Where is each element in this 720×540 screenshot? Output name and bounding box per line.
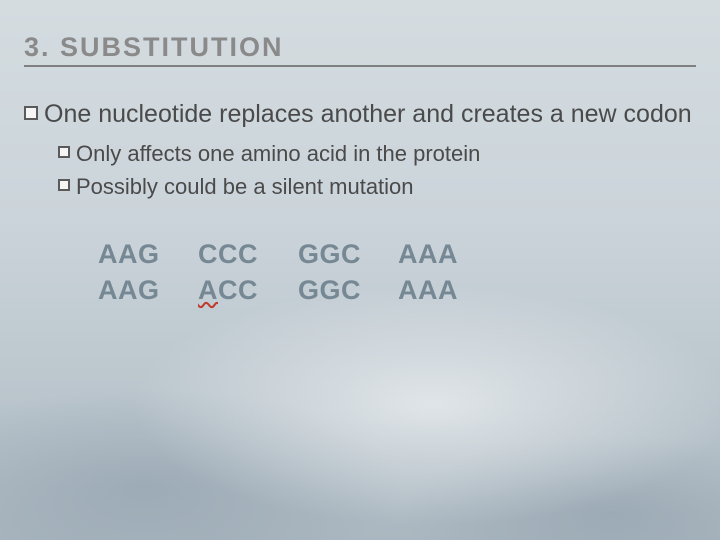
- codon-remainder: CC: [218, 275, 258, 305]
- mutated-nucleotide: A: [198, 275, 218, 305]
- slide: 3. SUBSTITUTION One nucleotide replaces …: [0, 0, 720, 540]
- bullet-main: One nucleotide replaces another and crea…: [24, 98, 696, 131]
- content-region: One nucleotide replaces another and crea…: [24, 98, 696, 309]
- codon-row-original: AAG CCC GGC AAA: [98, 236, 696, 272]
- bullet-sub-1: Only affects one amino acid in the prote…: [58, 139, 696, 169]
- codon: GGC: [298, 236, 398, 272]
- codon-block: AAG CCC GGC AAA AAG ACC GGC AAA: [98, 236, 696, 309]
- codon: AAG: [98, 272, 198, 308]
- title-underline: [24, 65, 696, 67]
- bullet-main-text: One nucleotide replaces another and crea…: [44, 98, 696, 131]
- codon: AAA: [398, 272, 498, 308]
- codon: AAG: [98, 236, 198, 272]
- square-bullet-icon: [58, 146, 70, 158]
- codon: GGC: [298, 272, 398, 308]
- codon: AAA: [398, 236, 498, 272]
- codon-row-mutated: AAG ACC GGC AAA: [98, 272, 696, 308]
- codon: CCC: [198, 236, 298, 272]
- bullet-sub-1-text: Only affects one amino acid in the prote…: [76, 139, 696, 169]
- slide-title: 3. SUBSTITUTION: [24, 32, 696, 65]
- codon-mutated: ACC: [198, 272, 298, 308]
- title-region: 3. SUBSTITUTION: [24, 32, 696, 67]
- square-bullet-icon: [24, 106, 38, 120]
- square-bullet-icon: [58, 179, 70, 191]
- bullet-sub-2-text: Possibly could be a silent mutation: [76, 172, 696, 202]
- bullet-sub-2: Possibly could be a silent mutation: [58, 172, 696, 202]
